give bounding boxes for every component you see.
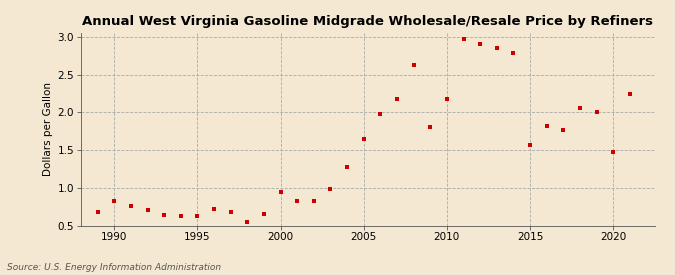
Title: Annual West Virginia Gasoline Midgrade Wholesale/Resale Price by Refiners: Annual West Virginia Gasoline Midgrade W… [82, 15, 653, 28]
Text: Source: U.S. Energy Information Administration: Source: U.S. Energy Information Administ… [7, 263, 221, 272]
Y-axis label: Dollars per Gallon: Dollars per Gallon [43, 82, 53, 176]
